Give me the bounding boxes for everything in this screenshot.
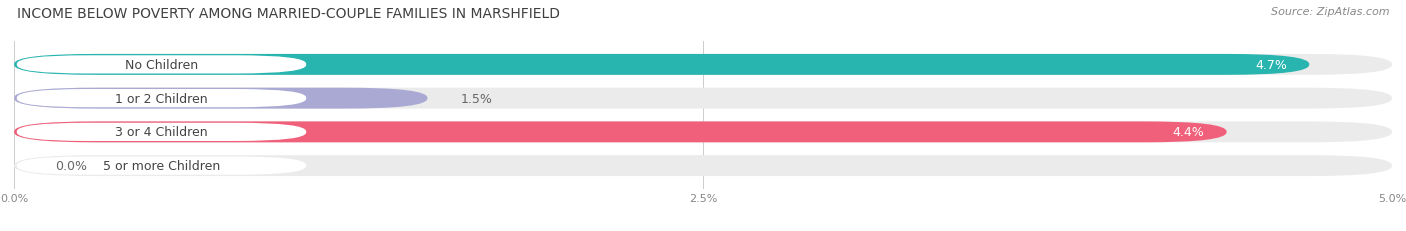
Text: 5 or more Children: 5 or more Children (103, 159, 221, 172)
Text: 0.0%: 0.0% (55, 159, 87, 172)
FancyBboxPatch shape (14, 55, 1309, 76)
Text: 1.5%: 1.5% (461, 92, 492, 105)
Text: INCOME BELOW POVERTY AMONG MARRIED-COUPLE FAMILIES IN MARSHFIELD: INCOME BELOW POVERTY AMONG MARRIED-COUPL… (17, 7, 560, 21)
FancyBboxPatch shape (14, 122, 1226, 143)
Text: Source: ZipAtlas.com: Source: ZipAtlas.com (1271, 7, 1389, 17)
FancyBboxPatch shape (17, 123, 307, 141)
FancyBboxPatch shape (17, 157, 307, 175)
Text: 1 or 2 Children: 1 or 2 Children (115, 92, 208, 105)
FancyBboxPatch shape (17, 90, 307, 108)
FancyBboxPatch shape (14, 55, 1392, 76)
FancyBboxPatch shape (14, 122, 1392, 143)
FancyBboxPatch shape (14, 88, 427, 109)
FancyBboxPatch shape (14, 88, 1392, 109)
Text: 4.7%: 4.7% (1256, 59, 1288, 72)
Text: 3 or 4 Children: 3 or 4 Children (115, 126, 208, 139)
FancyBboxPatch shape (17, 56, 307, 74)
Text: No Children: No Children (125, 59, 198, 72)
FancyBboxPatch shape (14, 155, 1392, 176)
Text: 4.4%: 4.4% (1173, 126, 1205, 139)
